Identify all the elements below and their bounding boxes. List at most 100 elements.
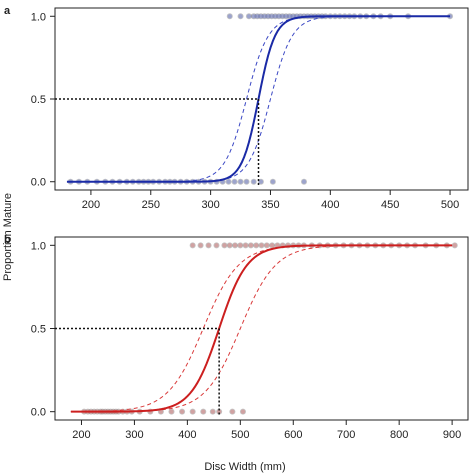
data-point [265,13,272,20]
data-point [263,242,270,249]
data-point [447,13,454,20]
data-point-tint [258,14,264,19]
data-point [226,242,233,249]
data-point-tint [251,14,256,19]
data-point [261,13,268,20]
data-point-tint [244,179,249,184]
y-tick-label: 1.0 [31,11,46,23]
data-point-tint [201,409,206,414]
data-point-tint [216,409,222,414]
data-point [247,242,254,249]
data-point [254,13,261,20]
x-tick-label: 400 [321,199,339,211]
data-point [269,242,276,249]
data-point-tint [254,243,259,248]
data-point [231,178,238,185]
data-point [229,408,236,415]
x-tick-label: 300 [201,199,219,211]
x-tick-label: 500 [441,199,459,211]
data-point [200,408,207,415]
data-point-tint [301,179,307,184]
data-point-tint [240,409,246,414]
data-point-tint [270,179,276,184]
data-point [213,242,220,249]
data-point-tint [287,14,292,19]
x-tick-label: 700 [337,429,355,441]
data-point-tint [238,243,243,248]
data-point-tint [232,179,237,184]
data-point-tint [169,409,174,414]
data-point-tint [226,179,231,184]
panel-letter: a [4,5,11,17]
data-point-tint [158,409,164,414]
x-tick-label: 900 [443,429,461,441]
data-point [237,242,244,249]
data-point [243,178,250,185]
x-tick-label: 400 [178,429,196,441]
y-tick-label: 0.5 [31,94,46,106]
panel-b: b 0.0 0.5 1.0 200 300 400 500 600 700 800 900 [4,234,469,441]
data-point-tint [214,243,219,248]
data-point [258,242,265,249]
y-axis-label: Proportion Mature [2,193,14,281]
data-point-tint [190,243,195,248]
data-point [257,178,264,185]
data-point-tint [264,243,269,248]
data-point [253,242,260,249]
data-point-tint [190,409,195,414]
data-point-tint [227,243,232,248]
data-point-tint [275,243,280,248]
x-tick-label: 600 [284,429,302,441]
data-point-tint [227,14,232,19]
data-point [239,408,246,415]
data-point-tint [248,243,254,248]
data-point-tint [243,243,248,248]
data-point [286,13,293,20]
x-tick-label: 350 [261,199,279,211]
data-point-tint [198,243,203,248]
data-point [279,13,286,20]
data-point-tint [251,179,256,184]
data-point-tint [291,14,296,19]
data-point [269,178,276,185]
data-point [250,13,257,20]
data-point-tint [230,409,235,414]
data-point [245,13,252,20]
y-tick-label: 0.0 [31,407,46,419]
data-point-tint [232,243,238,248]
y-tick-label: 0.0 [31,177,46,189]
data-point [225,178,232,185]
data-point [242,242,249,249]
data-point [257,13,264,20]
x-tick-label: 500 [231,429,249,441]
data-point [179,408,186,415]
y-tick-label: 0.5 [31,324,46,336]
data-point [237,178,244,185]
data-point [232,242,239,249]
data-point [189,408,196,415]
data-point-tint [273,14,278,19]
data-point [268,13,275,20]
data-point-tint [246,14,252,19]
data-point-tint [265,14,271,19]
data-point [237,13,244,20]
data-point [197,242,204,249]
x-tick-label: 800 [390,429,408,441]
data-point-tint [210,409,215,414]
data-point [226,13,233,20]
data-point [283,13,290,20]
data-point-tint [238,179,243,184]
data-point-tint [259,243,264,248]
data-point [209,408,216,415]
data-point-tint [276,14,282,19]
panel-a: a 0.0 0.5 1.0 200 250 300 350 400 450 500 [4,5,469,211]
data-point [275,13,282,20]
data-point-tint [258,179,264,184]
data-point-tint [447,14,453,19]
data-point [300,178,307,185]
data-point-tint [452,243,457,248]
data-point-tint [269,243,275,248]
data-point [205,242,212,249]
data-point [221,242,228,249]
